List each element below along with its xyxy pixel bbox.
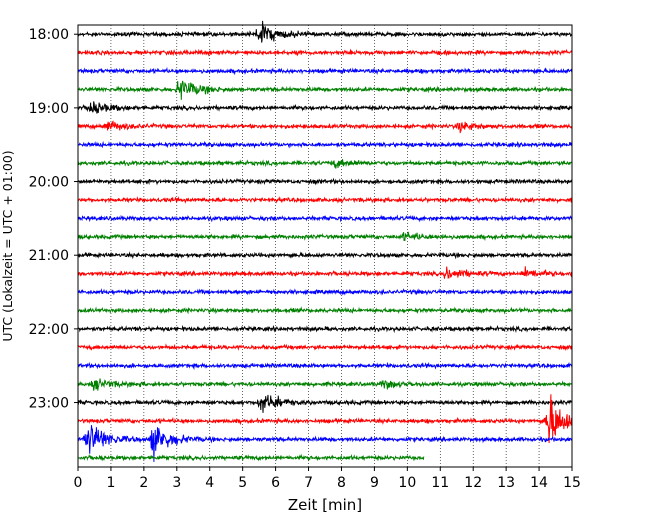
x-tick-label: 1 <box>106 475 115 491</box>
trace-2230 <box>77 361 573 371</box>
trace-1915 <box>77 120 573 134</box>
trace-1845 <box>77 80 573 100</box>
x-tick-label: 7 <box>304 475 313 491</box>
trace-2245 <box>77 378 572 391</box>
trace-2215 <box>77 343 573 352</box>
x-tick-label: 15 <box>563 475 581 491</box>
trace-2330 <box>77 425 573 462</box>
trace-group <box>77 20 573 462</box>
y-tick-label: 18:00 <box>29 27 69 43</box>
x-tick-label: 4 <box>205 475 214 491</box>
x-tick-label: 14 <box>530 475 548 491</box>
trace-2130 <box>77 288 573 296</box>
trace-1815 <box>77 48 573 57</box>
y-tick-label: 22:00 <box>29 322 69 338</box>
x-tick-label: 6 <box>271 475 280 491</box>
x-tick-label: 0 <box>74 475 83 491</box>
y-tick-label: 23:00 <box>29 396 69 412</box>
y-axis-ticks: 18:00 19:00 20:00 21:00 22:00 23:00 <box>29 27 78 412</box>
trace-2030 <box>77 214 573 223</box>
x-axis-ticks: 0 1 2 3 4 5 6 7 8 9 10 11 12 13 14 15 <box>74 467 581 491</box>
trace-2015 <box>77 196 573 204</box>
trace-1900 <box>77 101 573 114</box>
trace-2145 <box>77 306 573 315</box>
trace-1800 <box>77 20 573 43</box>
x-tick-label: 13 <box>497 475 515 491</box>
trace-1830 <box>77 66 573 76</box>
x-tick-label: 12 <box>464 475 482 491</box>
y-axis-label: UTC (Lokalzeit = UTC + 01:00) <box>0 150 15 341</box>
x-tick-label: 2 <box>139 475 148 491</box>
trace-2300 <box>77 394 573 413</box>
x-axis-label: Zeit [min] <box>288 496 362 514</box>
trace-2345 <box>77 453 425 462</box>
trace-2045 <box>77 231 573 242</box>
trace-2115 <box>77 266 573 280</box>
plot-frame <box>77 24 573 468</box>
trace-1945 <box>77 159 573 169</box>
x-tick-label: 9 <box>370 475 379 491</box>
x-tick-label: 11 <box>431 475 449 491</box>
y-tick-label: 19:00 <box>29 101 69 117</box>
trace-2000 <box>77 177 573 186</box>
trace-2315 <box>77 394 573 444</box>
y-tick-label: 20:00 <box>29 175 69 191</box>
x-tick-label: 8 <box>337 475 346 491</box>
x-tick-label: 10 <box>398 475 416 491</box>
trace-2200 <box>77 324 573 334</box>
x-tick-label: 3 <box>172 475 181 491</box>
trace-1930 <box>77 140 573 149</box>
y-tick-label: 21:00 <box>29 248 69 264</box>
trace-2100 <box>77 251 573 260</box>
x-tick-label: 5 <box>238 475 247 491</box>
